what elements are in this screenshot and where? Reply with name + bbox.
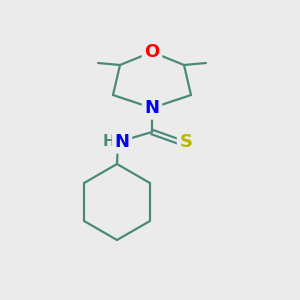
Text: S: S [179, 133, 193, 151]
Text: N: N [145, 99, 160, 117]
Text: H: H [103, 134, 116, 148]
Text: N: N [115, 133, 130, 151]
Text: O: O [144, 43, 160, 61]
